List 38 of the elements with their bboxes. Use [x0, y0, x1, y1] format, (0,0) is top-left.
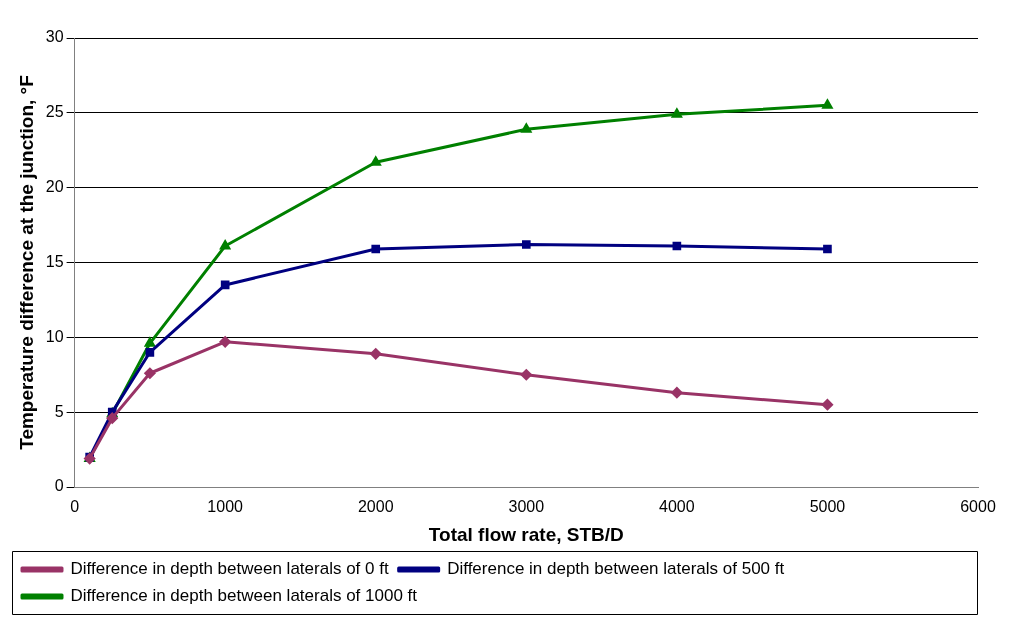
y-tick-label: 10: [45, 327, 64, 345]
point: [370, 348, 382, 360]
point: [822, 99, 833, 109]
y-axis-title: Temperature difference at the junction, °F: [15, 75, 37, 450]
y-tick-label: 0: [54, 477, 64, 495]
point: [823, 244, 832, 254]
x-axis-title: Total flow rate, STB/D: [428, 523, 624, 545]
legend-label: Difference in depth between laterals of 1000 ft: [70, 586, 418, 606]
point: [220, 280, 230, 290]
point: [144, 367, 156, 379]
x-tick-label: 6000: [960, 498, 996, 516]
point: [144, 337, 155, 347]
y-tick-label: 15: [45, 252, 64, 270]
x-tick-label: 3000: [508, 498, 545, 516]
point: [145, 347, 155, 357]
y-tick-label: 30: [45, 28, 64, 46]
x-tick-label: 2000: [357, 498, 394, 516]
legend-label: Difference in depth between laterals of 0 ft: [70, 559, 389, 579]
point: [521, 123, 532, 133]
point: [219, 336, 231, 348]
point: [520, 369, 532, 381]
y-tick-label: 20: [45, 178, 64, 196]
point: [521, 240, 531, 249]
x-tick-label: 5000: [809, 498, 846, 516]
point: [220, 240, 231, 250]
point: [106, 412, 118, 424]
point: [371, 244, 381, 254]
point: [671, 387, 683, 399]
point: [671, 108, 682, 118]
y-tick-label: 25: [45, 103, 64, 121]
legend-label: Difference in depth between laterals of 500 ft: [447, 559, 785, 579]
x-tick-label: 4000: [659, 498, 695, 516]
point: [821, 399, 833, 411]
point: [370, 156, 381, 166]
x-tick-label: 1000: [207, 498, 244, 516]
x-tick-label: 0: [70, 498, 80, 516]
y-tick-label: 5: [54, 402, 64, 420]
point: [672, 241, 682, 251]
